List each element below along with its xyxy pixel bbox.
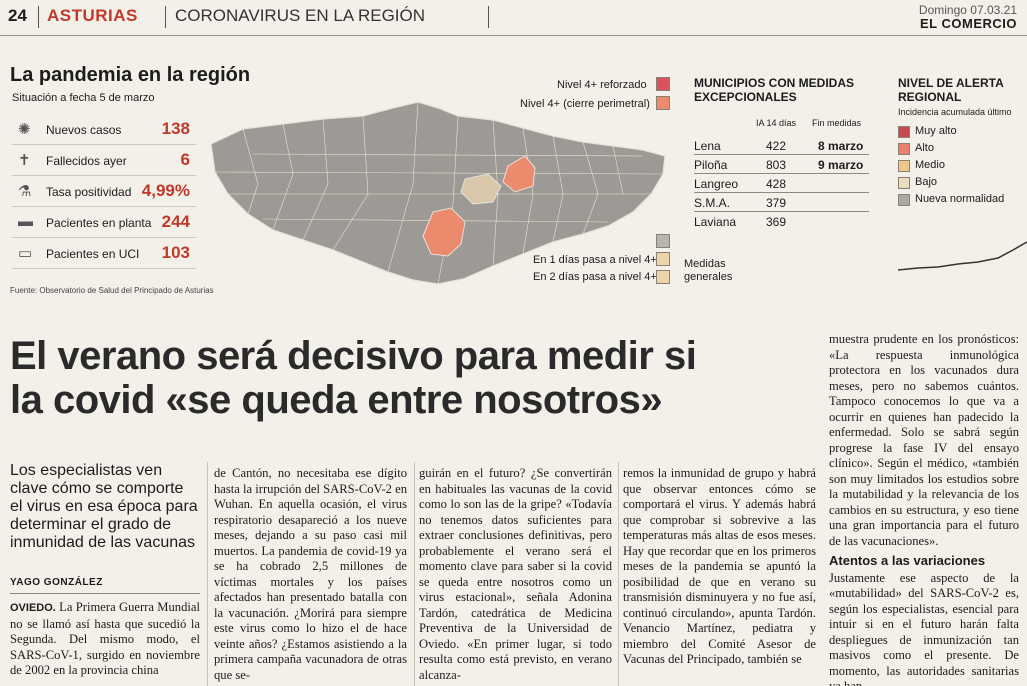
municipios-title: MUNICIPIOS CON MEDIDAS EXCEPCIONALES bbox=[694, 76, 855, 104]
column-text: muestra prudente en los pronósticos: «La… bbox=[829, 332, 1019, 548]
divider bbox=[488, 6, 489, 28]
hospital-bed-icon: ▬ bbox=[18, 213, 33, 230]
column-text: La Primera Guerra Mundial no se llamó as… bbox=[10, 600, 200, 677]
source-note: Fuente: Observatorio de Salud del Princi… bbox=[10, 286, 214, 295]
subhead: Atentos a las variaciones bbox=[829, 553, 986, 568]
issue-date: Domingo 07.03.21 bbox=[918, 3, 1017, 17]
subsection-title: CORONAVIRUS EN LA REGIÓN bbox=[175, 6, 426, 25]
legend-in1-label: En 1 días pasa a nivel 4+ bbox=[533, 254, 657, 266]
icu-bed-icon: ▭ bbox=[18, 245, 33, 262]
column-rule bbox=[618, 462, 619, 686]
table-row: Lena 422 8 marzo bbox=[694, 136, 869, 155]
alert-level: Muy alto bbox=[898, 124, 1027, 140]
divider bbox=[10, 593, 200, 594]
stats-panel: ✺ Nuevos casos 138 ✝ Fallecidos ayer 6 ⚗… bbox=[12, 114, 196, 269]
masthead: 24 ASTURIAS CORONAVIRUS EN LA REGIÓN Dom… bbox=[0, 0, 1027, 36]
table-row: Laviana 369 bbox=[694, 215, 787, 229]
legend-perimeter-swatch bbox=[656, 96, 670, 110]
stat-row: ✺ Nuevos casos 138 bbox=[12, 114, 196, 145]
pilona-area bbox=[502, 155, 536, 193]
legend-perimeter-label: Nivel 4+ (cierre perimetral) bbox=[520, 98, 650, 110]
stat-row: ▭ Pacientes en UCI 103 bbox=[12, 238, 196, 269]
stat-label: Fallecidos ayer bbox=[46, 154, 127, 168]
alert-level: Nueva normalidad bbox=[898, 192, 1027, 208]
infographic: La pandemia en la región Situación a fec… bbox=[0, 56, 1027, 296]
alert-level: Alto bbox=[898, 141, 1027, 157]
article-column: remos la inmunidad de grupo y habrá que … bbox=[623, 466, 816, 666]
column-rule bbox=[207, 462, 208, 686]
infographic-title: La pandemia en la región bbox=[10, 64, 251, 86]
stat-row: ⚗ Tasa positividad 4,99% bbox=[12, 176, 196, 207]
article-column: muestra prudente en los pronósticos: «La… bbox=[829, 332, 1019, 686]
trend-line bbox=[897, 241, 1027, 271]
section-title: ASTURIAS bbox=[47, 6, 138, 25]
article-column: de Cantón, no necesitaba ese dígito hast… bbox=[214, 466, 407, 682]
nalon-area bbox=[460, 173, 502, 205]
lead: Los especialistas ven clave cómo se comp… bbox=[10, 462, 198, 551]
legend-gray-swatch bbox=[656, 234, 670, 248]
table-header: IA 14 días Fin medidas bbox=[694, 118, 869, 136]
table-row: Piloña 803 9 marzo bbox=[694, 155, 869, 174]
stat-value: 138 bbox=[161, 119, 190, 138]
dateline: OVIEDO. bbox=[10, 602, 56, 614]
stat-label: Pacientes en planta bbox=[46, 216, 152, 230]
legend-in2-label: En 2 días pasa a nivel 4+ bbox=[533, 271, 657, 283]
alert-subtitle: Incidencia acumulada último bbox=[898, 107, 1012, 117]
infographic-subtitle: Situación a fecha 5 de marzo bbox=[12, 92, 155, 104]
headline-line: la covid «se queda entre nosotros» bbox=[10, 378, 663, 422]
col-fin: Fin medidas bbox=[812, 118, 862, 128]
stat-value: 6 bbox=[180, 150, 190, 169]
article-column: OVIEDO. La Primera Guerra Mundial no se … bbox=[10, 600, 200, 686]
divider bbox=[38, 6, 39, 28]
stat-value: 103 bbox=[161, 243, 190, 262]
legend-light-swatch bbox=[656, 270, 670, 284]
legend-reinforced-swatch bbox=[656, 77, 670, 91]
stat-value: 244 bbox=[161, 212, 190, 231]
stat-label: Nuevos casos bbox=[46, 123, 122, 137]
page-number: 24 bbox=[8, 6, 27, 25]
table-row: Langreo 428 bbox=[694, 174, 869, 193]
headline: El verano será decisivo para medir si la… bbox=[10, 334, 810, 422]
test-tube-icon: ⚗ bbox=[18, 183, 32, 200]
legend-light-swatch bbox=[656, 252, 670, 266]
stat-row: ✝ Fallecidos ayer 6 bbox=[12, 145, 196, 176]
legend-general-label: Medidas generales bbox=[684, 258, 733, 283]
lena-area bbox=[422, 207, 466, 257]
column-text: Justamente ese aspecto de la «mutabilida… bbox=[829, 570, 1019, 686]
alert-level: Medio bbox=[898, 158, 1027, 174]
column-rule bbox=[414, 462, 415, 686]
alert-panel: NIVEL DE ALERTA REGIONAL Incidencia acum… bbox=[897, 76, 1027, 277]
virus-icon: ✺ bbox=[18, 121, 31, 138]
headline-line: El verano será decisivo para medir si bbox=[10, 334, 697, 378]
stat-label: Tasa positividad bbox=[46, 185, 132, 199]
stat-label: Pacientes en UCI bbox=[46, 247, 140, 261]
municipios-table: MUNICIPIOS CON MEDIDAS EXCEPCIONALES IA … bbox=[694, 76, 869, 231]
tombstone-icon: ✝ bbox=[18, 152, 31, 169]
stat-value: 4,99% bbox=[141, 181, 190, 200]
table-row: S.M.A. 379 bbox=[694, 193, 869, 212]
region-outline bbox=[210, 101, 666, 285]
stat-row: ▬ Pacientes en planta 244 bbox=[12, 207, 196, 238]
newspaper-name: EL COMERCIO bbox=[920, 16, 1017, 31]
asturias-map bbox=[210, 101, 666, 285]
byline: YAGO GONZÁLEZ bbox=[10, 577, 103, 588]
legend-reinforced-label: Nivel 4+ reforzado bbox=[557, 79, 647, 91]
divider bbox=[165, 6, 166, 28]
article-column: guirán en el futuro? ¿Se convertirán en … bbox=[419, 466, 612, 682]
alert-level: Bajo bbox=[898, 175, 1027, 191]
col-ia: IA 14 días bbox=[756, 118, 797, 128]
alert-title: NIVEL DE ALERTA REGIONAL bbox=[898, 76, 1004, 104]
